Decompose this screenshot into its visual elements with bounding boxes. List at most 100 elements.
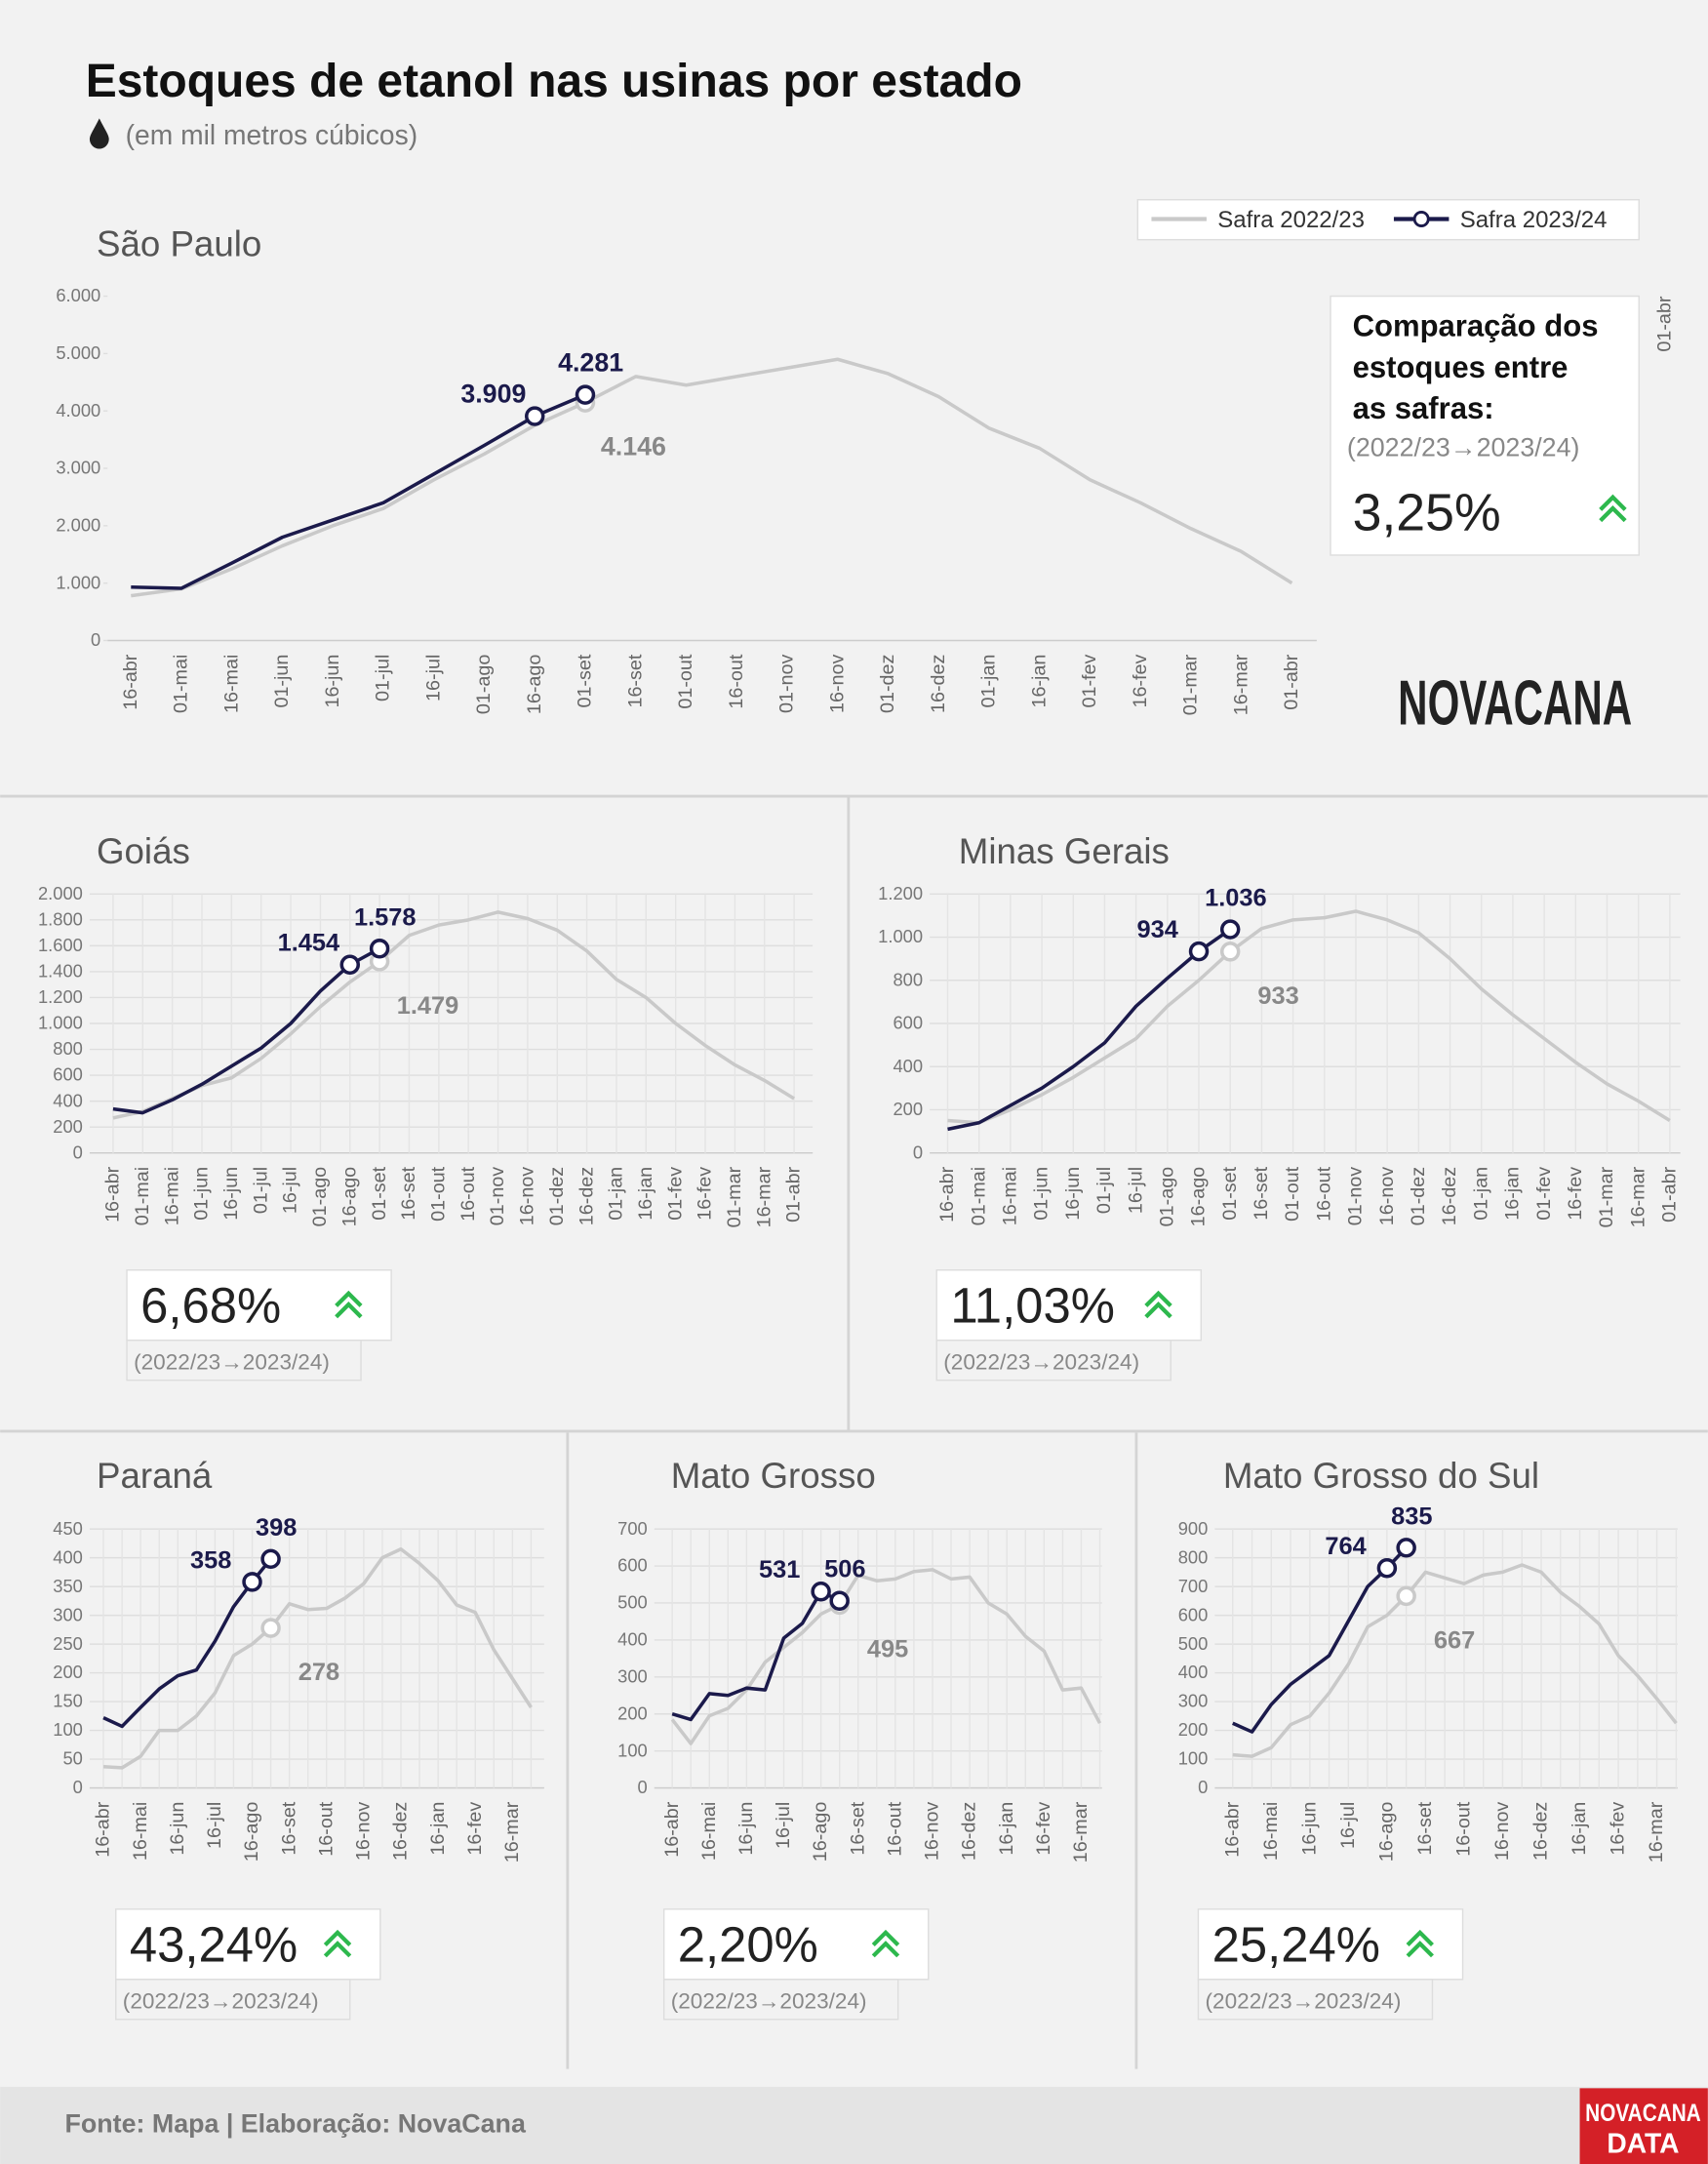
data-label: 934 bbox=[1136, 916, 1177, 943]
comparison-box bbox=[1330, 295, 1640, 556]
x-tick-label: 16-jul bbox=[280, 1167, 301, 1214]
series-line bbox=[947, 928, 1232, 1132]
x-tick-label: 16-fev bbox=[695, 1167, 716, 1221]
x-tick-label: 16-mai bbox=[220, 655, 242, 713]
y-tick-label: 150 bbox=[53, 1691, 83, 1711]
legend bbox=[1136, 199, 1640, 241]
x-tick-label: 16-jul bbox=[1337, 1802, 1359, 1849]
x-tick-label: 16-fev bbox=[1130, 655, 1151, 708]
series-line bbox=[131, 357, 1293, 598]
arrow-icon bbox=[1599, 494, 1627, 511]
series-line bbox=[112, 946, 380, 1115]
comparison-title: estoques entre bbox=[1353, 350, 1569, 384]
period-label: (2022/23→2023/24) bbox=[943, 1349, 1139, 1374]
legend-marker bbox=[1412, 211, 1430, 227]
y-tick-label: 350 bbox=[53, 1576, 83, 1596]
period-box bbox=[115, 1979, 351, 2021]
series-line bbox=[1232, 1563, 1678, 1758]
x-tick-label: 01-abr bbox=[783, 1166, 805, 1222]
x-tick-label: 01-mar bbox=[724, 1166, 745, 1227]
x-tick-label: 16-out bbox=[1453, 1801, 1475, 1857]
chart-title: Mato Grosso bbox=[671, 1456, 876, 1496]
x-tick-label: 01-ago bbox=[473, 655, 495, 715]
logo: NOVACANA bbox=[1398, 667, 1632, 739]
footer-band bbox=[0, 2086, 1708, 2164]
x-tick-label: 16-jun bbox=[322, 655, 343, 708]
x-tick-label: 16-fev bbox=[464, 1802, 486, 1856]
x-tick-label: 16-jan bbox=[427, 1802, 449, 1856]
y-tick-label: 200 bbox=[53, 1662, 83, 1682]
y-tick-label: 0 bbox=[73, 1777, 83, 1797]
data-label: 531 bbox=[759, 1556, 800, 1583]
x-tick-label: 16-jan bbox=[1502, 1167, 1524, 1221]
x-tick-label: 01-set bbox=[369, 1166, 390, 1220]
y-tick-label: 200 bbox=[1178, 1719, 1209, 1740]
series-line bbox=[1232, 1546, 1408, 1734]
y-tick-label: 200 bbox=[893, 1099, 923, 1119]
y-tick-label: 1.200 bbox=[38, 986, 83, 1007]
data-point bbox=[369, 939, 390, 959]
chart-title: Paraná bbox=[97, 1456, 213, 1496]
x-tick-label: 16-abr bbox=[102, 1166, 124, 1222]
data-point bbox=[242, 1572, 262, 1592]
x-tick-label: 16-jul bbox=[204, 1802, 225, 1849]
x-tick-label: 16-jun bbox=[1298, 1802, 1320, 1856]
series-line bbox=[671, 1589, 841, 1722]
y-tick-label: 600 bbox=[617, 1555, 648, 1576]
x-tick-label: 16-abr bbox=[661, 1801, 683, 1858]
x-tick-label: 16-mai bbox=[698, 1802, 720, 1861]
series-line bbox=[947, 909, 1671, 1125]
x-tick-label: 01-abr bbox=[1281, 654, 1302, 710]
x-tick-label: 01-ago bbox=[1156, 1167, 1177, 1227]
badge-text: DATA bbox=[1607, 2128, 1679, 2159]
y-tick-label: 0 bbox=[638, 1777, 648, 1797]
data-point bbox=[339, 954, 361, 975]
y-tick-label: 300 bbox=[1178, 1691, 1209, 1711]
x-tick-label: 01-jun bbox=[271, 655, 293, 708]
series-line bbox=[102, 1557, 272, 1729]
x-tick-label: 16-fev bbox=[1608, 1802, 1629, 1856]
period-box bbox=[126, 1340, 362, 1382]
arrow-icon bbox=[871, 1941, 900, 1958]
x-tick-label: 16-jun bbox=[1062, 1167, 1084, 1221]
y-tick-label: 500 bbox=[1178, 1633, 1209, 1654]
series-line bbox=[102, 1547, 533, 1770]
comparison-title: Comparação dos bbox=[1353, 308, 1599, 342]
series-line bbox=[131, 393, 586, 590]
x-tick-label: 16-mai bbox=[130, 1802, 151, 1861]
x-tick-label: 16-dez bbox=[1439, 1167, 1460, 1225]
y-tick-label: 100 bbox=[1178, 1748, 1209, 1769]
data-label: 278 bbox=[298, 1659, 339, 1686]
drop-icon bbox=[89, 118, 109, 149]
data-point bbox=[260, 1618, 281, 1638]
x-tick-label: 01-fev bbox=[1079, 655, 1100, 708]
y-tick-label: 1.000 bbox=[38, 1013, 83, 1033]
x-tick-label: 01-set bbox=[575, 654, 596, 707]
y-tick-label: 700 bbox=[1178, 1576, 1209, 1596]
x-tick-label: 01-abr bbox=[1659, 1166, 1681, 1222]
y-tick-label: 50 bbox=[62, 1748, 82, 1769]
data-label: 495 bbox=[867, 1636, 908, 1663]
arrow-icon bbox=[323, 1941, 352, 1958]
change-value: 3,25% bbox=[1353, 484, 1501, 542]
x-tick-label: 16-mai bbox=[1260, 1802, 1282, 1861]
arrow-icon bbox=[1144, 1290, 1172, 1307]
y-tick-label: 0 bbox=[73, 1142, 83, 1162]
data-point bbox=[260, 1548, 281, 1570]
x-tick-label: 16-mar bbox=[1230, 654, 1251, 715]
x-tick-label: 16-ago bbox=[524, 655, 545, 715]
legend-label: Safra 2023/24 bbox=[1460, 207, 1608, 233]
data-label: 1.454 bbox=[278, 930, 340, 957]
x-tick-label: 01-nov bbox=[776, 655, 798, 714]
x-tick-label: 16-ago bbox=[241, 1802, 262, 1863]
data-point bbox=[829, 1590, 850, 1611]
x-tick-label: 16-set bbox=[1414, 1801, 1436, 1855]
data-label: 3.909 bbox=[460, 379, 526, 408]
x-tick-label: 01-mai bbox=[132, 1167, 153, 1225]
arrow-icon bbox=[1599, 504, 1627, 523]
x-tick-label: 01-jan bbox=[606, 1167, 627, 1221]
x-tick-label: 16-ago bbox=[338, 1167, 360, 1227]
y-tick-label: 400 bbox=[53, 1090, 83, 1110]
x-tick-label: 16-jan bbox=[1028, 655, 1050, 708]
